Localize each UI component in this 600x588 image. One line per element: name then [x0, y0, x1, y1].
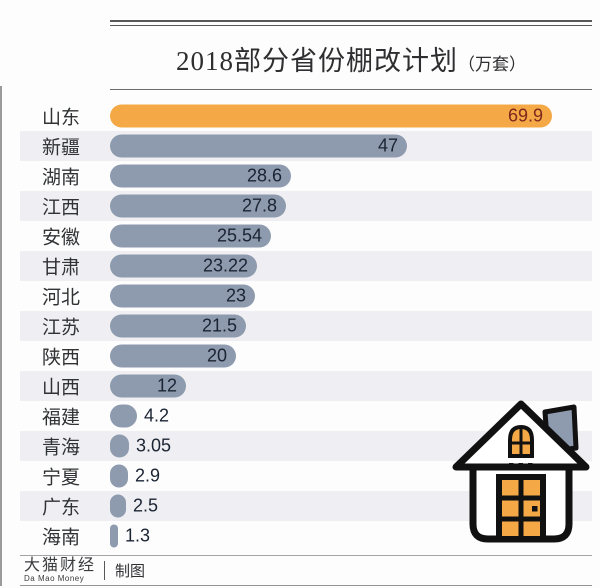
bar: 47	[110, 134, 407, 158]
value-label: 12	[156, 375, 177, 396]
value-label: 20	[206, 345, 227, 366]
value-label: 2.5	[133, 495, 159, 516]
value-label: 2.9	[135, 465, 161, 486]
bar: 25.54	[110, 224, 271, 248]
bar: 23.22	[110, 254, 257, 278]
category-label: 山西	[42, 377, 81, 399]
bar	[110, 434, 129, 458]
brand-name: 大猫财经	[24, 557, 97, 574]
bar: 12	[110, 374, 186, 398]
value-label: 23	[225, 285, 246, 306]
bar	[110, 524, 118, 548]
chart-row: 福建 4.2	[0, 401, 600, 431]
category-label: 湖南	[42, 167, 81, 189]
bar: 27.8	[110, 194, 286, 218]
category-label: 广东	[42, 497, 81, 519]
bar: 21.5	[110, 314, 246, 338]
row-stripe	[20, 311, 592, 341]
bar: 28.6	[110, 164, 291, 188]
value-label: 47	[377, 135, 398, 156]
brand-subtitle: Da Mao Money	[24, 574, 85, 583]
value-label: 4.2	[144, 405, 170, 426]
category-label: 河北	[42, 287, 81, 309]
category-label: 福建	[42, 407, 81, 429]
category-label: 新疆	[42, 137, 81, 159]
category-label: 甘肃	[42, 257, 81, 279]
bar	[110, 404, 137, 428]
chart-row: 江西 27.8	[0, 191, 600, 221]
category-label: 江苏	[42, 317, 81, 339]
chart-row: 陕西 20	[0, 341, 600, 371]
header-single-rule	[110, 89, 592, 90]
chart-row: 江苏 21.5	[0, 311, 600, 341]
value-label: 25.54	[216, 225, 262, 246]
header-double-rule	[110, 20, 592, 26]
chart-row: 河北 23	[0, 281, 600, 311]
chart-row: 甘肃 23.22	[0, 251, 600, 281]
value-label: 21.5	[201, 315, 237, 336]
category-label: 陕西	[42, 347, 81, 369]
footer: 大猫财经 Da Mao Money 制图	[20, 555, 592, 586]
chart-title-unit: （万套）	[458, 55, 526, 74]
chart-row: 海南 1.3	[0, 521, 600, 551]
category-label: 宁夏	[42, 467, 81, 489]
footer-divider	[104, 561, 106, 580]
bar	[110, 464, 128, 488]
credit-label: 制图	[115, 563, 146, 580]
chart-title: 2018部分省份棚改计划（万套）	[110, 26, 592, 89]
bar: 69.9	[110, 104, 552, 128]
chart-row: 新疆 47	[0, 131, 600, 161]
row-stripe	[20, 251, 592, 281]
category-label: 青海	[42, 437, 81, 459]
value-label: 28.6	[246, 165, 282, 186]
chart-row: 宁夏 2.9	[0, 461, 600, 491]
value-label: 69.9	[507, 105, 543, 126]
bar-chart-rows: 山东 69.9 新疆 47 湖南 28.6 江西 27.8 安徽 25.54 甘肃 23.22 河北 23…	[0, 101, 600, 551]
row-stripe	[20, 191, 592, 221]
chart-row: 山东 69.9	[0, 101, 600, 131]
bar	[110, 494, 126, 518]
category-label: 山东	[42, 107, 81, 129]
category-label: 安徽	[42, 227, 81, 249]
chart-row: 山西 12	[0, 371, 600, 401]
brand-logo: 大猫财经 Da Mao Money	[24, 558, 96, 583]
category-label: 江西	[42, 197, 81, 219]
value-label: 27.8	[241, 195, 277, 216]
value-label: 23.22	[202, 255, 248, 276]
bar: 20	[110, 344, 236, 368]
house-icon	[452, 400, 590, 543]
value-label: 3.05	[136, 435, 172, 456]
chart-row: 安徽 25.54	[0, 221, 600, 251]
chart-header: 2018部分省份棚改计划（万套）	[110, 20, 592, 90]
left-edge-line	[0, 86, 2, 586]
chart-row: 湖南 28.6	[0, 161, 600, 191]
value-label: 1.3	[125, 525, 151, 546]
chart-title-main: 2018部分省份棚改计划	[176, 46, 458, 76]
row-stripe	[20, 371, 592, 401]
door-knob	[532, 506, 538, 512]
bar: 23	[110, 284, 255, 308]
category-label: 海南	[42, 527, 81, 549]
